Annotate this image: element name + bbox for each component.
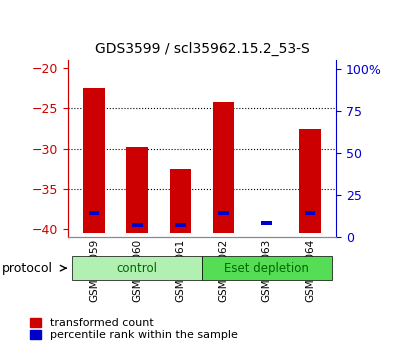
Text: Eset depletion: Eset depletion — [224, 262, 309, 275]
Bar — [83, 88, 105, 233]
Bar — [305, 211, 316, 215]
Text: protocol: protocol — [2, 262, 53, 275]
Bar — [132, 223, 142, 227]
Bar — [218, 211, 229, 215]
Bar — [175, 223, 186, 227]
FancyBboxPatch shape — [72, 256, 202, 280]
Bar — [126, 147, 148, 233]
Title: GDS3599 / scl35962.15.2_53-S: GDS3599 / scl35962.15.2_53-S — [95, 42, 309, 56]
Bar — [262, 221, 272, 225]
Bar — [88, 211, 99, 215]
FancyBboxPatch shape — [202, 256, 332, 280]
Text: control: control — [117, 262, 158, 275]
Bar — [170, 169, 191, 233]
Bar — [299, 129, 321, 233]
Bar — [213, 102, 234, 233]
Legend: transformed count, percentile rank within the sample: transformed count, percentile rank withi… — [26, 314, 242, 345]
